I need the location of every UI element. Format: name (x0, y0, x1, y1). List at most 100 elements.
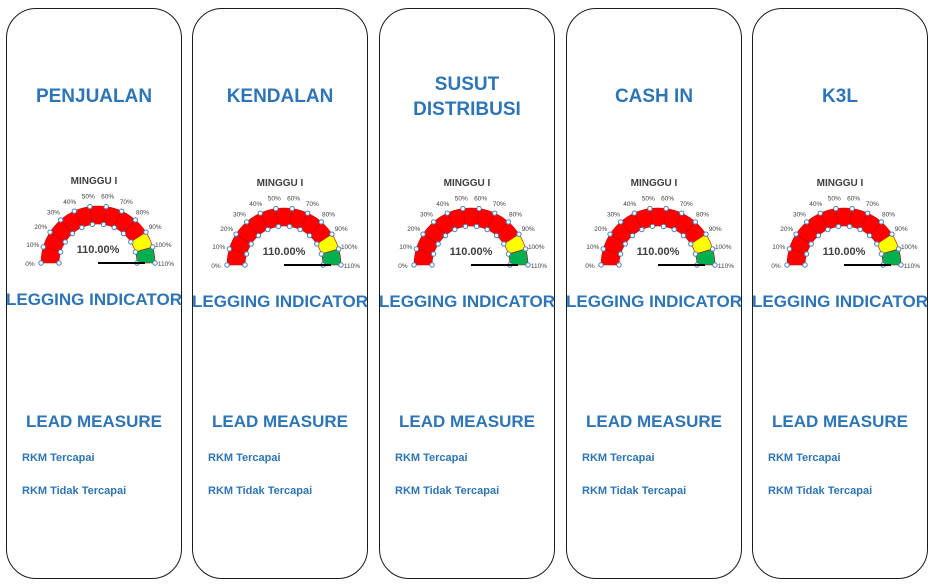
gauge-handle (40, 244, 47, 250)
gauge-handle (493, 232, 500, 239)
rkm-tercapai: RKM Tercapai (768, 452, 841, 464)
gauge-handle (304, 210, 311, 216)
gauge-handle (857, 226, 863, 233)
panel-k3l: K3L MINGGU I 0% 10% 20% 30% 40% 50% 60% 70% 80% 9… (752, 8, 928, 579)
gauge-handle (878, 251, 885, 257)
week-label: MINGGU I (816, 178, 864, 189)
gauge-handle (297, 226, 303, 233)
gauge-handle (152, 260, 158, 266)
gauge-tick-label: 100% (715, 244, 732, 251)
gauge-tick-label: 70% (120, 199, 133, 206)
gauge-tick-label: 0% (585, 263, 595, 270)
rkm-tidak-tercapai: RKM Tidak Tercapai (395, 485, 500, 497)
gauge-handle (476, 205, 482, 212)
gauge-handle (712, 262, 718, 268)
rkm-tercapai: RKM Tercapai (582, 452, 655, 464)
gauge-handle (149, 244, 156, 250)
gauge-tick-label: 20% (220, 226, 233, 233)
gauge-handle (435, 241, 441, 247)
week-label: MINGGU I (630, 178, 678, 189)
gauge-tick-label: 50% (828, 196, 841, 203)
gauge-tick-label: 80% (696, 212, 709, 219)
rkm-tercapai: RKM Tercapai (22, 452, 95, 464)
rkm-tidak-tercapai: RKM Tidak Tercapai (22, 485, 127, 497)
gauge-handle (306, 232, 313, 239)
lead-measure-label: LEAD MEASURE (585, 412, 722, 431)
gauge-handle (329, 231, 335, 237)
gauge-tick-label: 110% (344, 263, 360, 270)
gauge-value-label: 110.00% (77, 244, 120, 256)
gauge-tick-label: 100% (528, 244, 545, 251)
gauge-handle (889, 231, 895, 237)
gauge-handle (430, 219, 437, 225)
gauge-handle (430, 251, 437, 257)
gauge-handle (224, 262, 230, 268)
gauge-handle (286, 223, 293, 230)
gauge-tick-label: 110% (158, 261, 174, 268)
lead-measure-label: LEAD MEASURE (25, 412, 162, 431)
gauge-tick-label: 110% (718, 263, 734, 270)
gauge-tick-label: 20% (407, 226, 420, 233)
panel-title: PENJUALAN (35, 86, 153, 107)
gauge-handle (318, 219, 325, 225)
gauge-value-label: 110.00% (637, 246, 680, 258)
gauge-chart: 0% 10% 20%30%40% 50% 60% 70%80%90% 100% 110% 110… (585, 196, 734, 270)
gauge-tick-label: 100% (341, 244, 358, 251)
gauge-tick-label: 100% (901, 244, 918, 251)
gauge-handle (631, 210, 638, 216)
gauge-handle (663, 205, 669, 212)
gauge-tick-label: 20% (594, 226, 607, 233)
gauge-handle (413, 246, 420, 252)
gauge-handle (128, 239, 134, 245)
gauge-handle (275, 223, 282, 230)
gauge-handle (692, 251, 699, 257)
gauge-handle (111, 224, 117, 231)
gauge-handle (639, 226, 645, 233)
gauge-handle (89, 221, 96, 228)
gauge-tick-label: 70% (306, 201, 319, 208)
gauge-handle (314, 241, 320, 247)
gauge-handle (616, 262, 622, 268)
gauge-handle (243, 219, 250, 225)
gauge-tick-label: 60% (474, 196, 487, 203)
gauge-tick-label: 50% (455, 196, 468, 203)
gauge-handle (629, 232, 636, 239)
gauge-handle (38, 260, 44, 266)
gauge-tick-label: 10% (212, 244, 225, 251)
gauge-tick-label: 110% (904, 263, 920, 270)
gauge-tick-label: 30% (793, 212, 806, 219)
gauge-handle (898, 262, 904, 268)
gauge-tick-label: 60% (847, 196, 860, 203)
gauge-tick-label: 70% (680, 201, 693, 208)
gauge-chart: 0% 10% 20%30%40% 50% 60% 70%80%90% 100% 110% 110… (771, 196, 920, 270)
gauge-handle (132, 249, 139, 255)
gauge-handle (516, 231, 522, 237)
gauge-tick-label: 20% (780, 226, 793, 233)
gauge-handle (132, 217, 139, 223)
lead-measure-label: LEAD MEASURE (398, 412, 535, 431)
gauge-tick-label: 10% (772, 244, 785, 251)
gauge-handle (143, 229, 149, 235)
gauge-handle (103, 203, 109, 210)
gauge-chart: 0% 10% 20%30%40% 50% 60% 70%80%90% 100% 110% 110… (211, 196, 360, 270)
gauge-tick-label: 80% (136, 210, 149, 217)
rkm-tercapai: RKM Tercapai (208, 452, 281, 464)
gauge-tick-label: 90% (335, 226, 348, 233)
gauge-tick-label: 70% (493, 201, 506, 208)
gauge-handle (505, 219, 512, 225)
gauge-tick-label: 90% (709, 226, 722, 233)
gauge-handle (598, 262, 604, 268)
gauge-handle (460, 205, 466, 212)
gauge-chart: 0% 10% 20%30%40% 50% 60% 70%80%90% 100% 110% 110… (25, 194, 174, 268)
gauge-handle (444, 210, 451, 216)
gauge-handle (473, 223, 480, 230)
gauge-handle (243, 251, 250, 257)
gauge-tick-label: 40% (63, 199, 76, 206)
gauge-tick-label: 0% (211, 263, 221, 270)
gauge-handle (62, 239, 68, 245)
gauge-handle (692, 219, 699, 225)
gauge-handle (688, 241, 694, 247)
gauge-tick-label: 40% (436, 201, 449, 208)
gauge-tick-label: 10% (26, 242, 39, 249)
gauge-tick-label: 70% (866, 201, 879, 208)
